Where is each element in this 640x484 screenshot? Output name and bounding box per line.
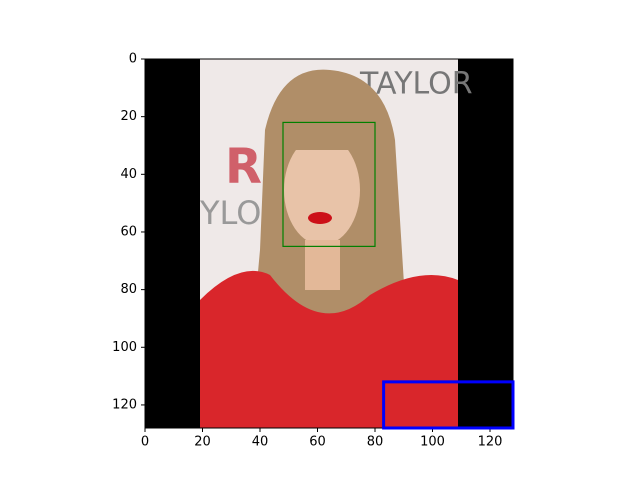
x-tick-label: 60 [309, 435, 326, 450]
y-tick-label: 120 [112, 397, 137, 412]
y-tick-label: 100 [112, 340, 137, 355]
x-tick-label: 120 [478, 435, 503, 450]
x-tick-label: 80 [367, 435, 384, 450]
y-tick-label: 20 [120, 109, 137, 124]
y-tick-label: 80 [120, 282, 137, 297]
bounding-box [282, 121, 376, 247]
y-tick-label: 0 [129, 52, 137, 67]
x-tick-label: 0 [141, 435, 149, 450]
x-tick-label: 40 [252, 435, 269, 450]
y-tick-label: 40 [120, 167, 137, 182]
bounding-box [382, 380, 515, 430]
axes-frame [144, 58, 514, 429]
y-tick-label: 60 [120, 224, 137, 239]
x-tick-label: 100 [420, 435, 445, 450]
x-tick-label: 20 [194, 435, 211, 450]
image: RED YLOR TAYLOR [145, 59, 513, 428]
